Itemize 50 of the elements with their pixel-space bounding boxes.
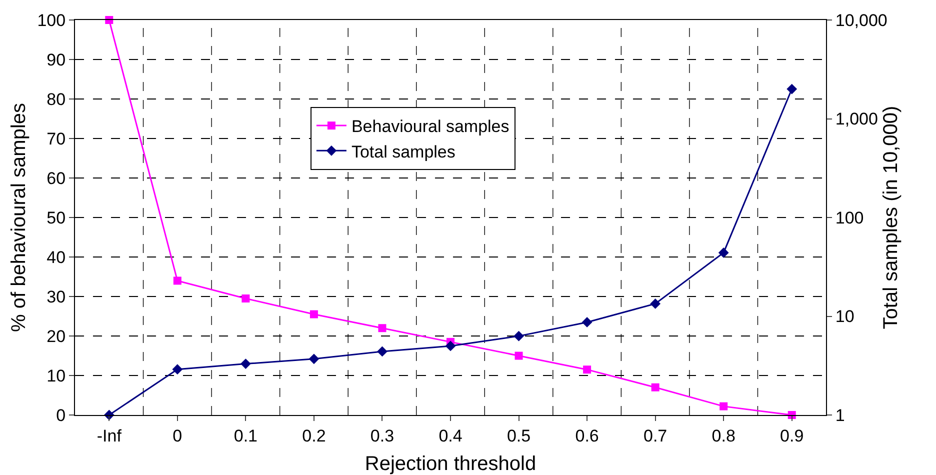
point [650, 298, 661, 309]
y-axis-title: % of behavioural samples [8, 102, 30, 332]
y-tick-label: 50 [46, 208, 66, 228]
point [445, 340, 456, 352]
point [173, 276, 182, 285]
x-tick-label: 0.1 [234, 426, 258, 446]
point [786, 84, 798, 94]
y2-tick-label: 1,000 [835, 110, 878, 129]
point [308, 354, 320, 364]
point [240, 358, 251, 369]
y-tick-label: 60 [46, 168, 66, 188]
x-tick-label: 0.3 [370, 426, 394, 446]
point [378, 324, 386, 332]
x-tick-label: -Inf [96, 426, 122, 446]
y-tick-label: 0 [56, 406, 66, 425]
point [242, 294, 250, 302]
point [582, 317, 592, 328]
x-tick-label: 0 [172, 426, 182, 446]
legend-label: Behavioural samples [351, 117, 510, 136]
y2-tick-label: 10 [835, 307, 854, 326]
y2-axis-title: Total samples (in 10,000) [880, 106, 902, 330]
point [514, 352, 523, 360]
x-tick-label: 0.6 [575, 426, 599, 446]
y-tick-label: 100 [37, 10, 66, 30]
y-tick-label: 30 [46, 287, 66, 306]
point [583, 366, 592, 374]
x-tick-label: 0.7 [644, 426, 668, 446]
x-tick-label: 0.9 [780, 426, 804, 446]
x-tick-label: 0.2 [302, 426, 326, 446]
y-tick-label: 10 [46, 366, 66, 386]
point [377, 346, 388, 357]
legend-label: Total samples [351, 142, 456, 162]
x-tick-label: 0.5 [506, 426, 531, 446]
point [718, 248, 729, 258]
y-tick-label: 90 [46, 50, 66, 70]
y-tick-label: 40 [46, 248, 66, 267]
x-tick-label: 0.4 [438, 426, 462, 446]
point [720, 402, 728, 410]
y2-tick-label: 10,000 [835, 10, 888, 30]
point [310, 310, 318, 318]
point [651, 383, 660, 392]
y2-tick-label: 1 [835, 406, 845, 425]
y-tick-label: 20 [46, 326, 66, 346]
y2-tick-label: 100 [835, 208, 864, 228]
y-tick-label: 80 [46, 90, 66, 109]
y-tick-label: 70 [46, 129, 66, 148]
point [514, 330, 524, 342]
x-axis-title: Rejection threshold [364, 453, 536, 475]
point [172, 364, 183, 375]
x-tick-label: 0.8 [712, 426, 736, 446]
